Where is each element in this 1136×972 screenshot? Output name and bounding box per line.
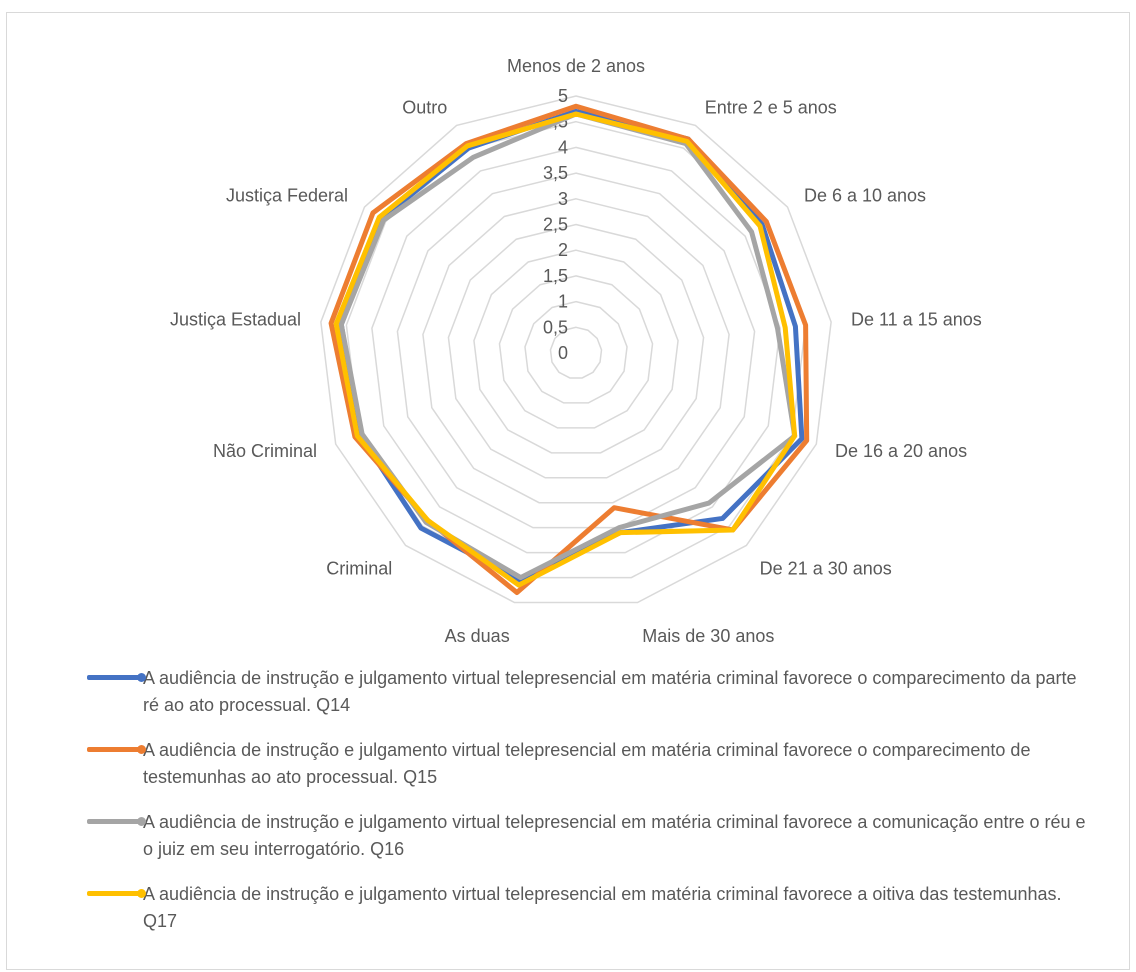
tick-label: 1 — [558, 292, 568, 312]
grid-ring-2 — [524, 300, 628, 404]
grid-ring-8 — [371, 146, 781, 554]
grid-ring-4 — [473, 249, 679, 454]
category-label: Outro — [402, 98, 447, 118]
legend-swatch-q16 — [87, 817, 146, 826]
legend-swatch-q15 — [87, 745, 146, 754]
series-lines — [328, 103, 810, 596]
tick-label: 0 — [558, 343, 568, 363]
tick-label: 0,5 — [543, 317, 568, 337]
legend-label-q14: A audiência de instrução e julgamento vi… — [143, 668, 1077, 715]
category-label: Justiça Estadual — [170, 310, 301, 330]
grid-ring-3 — [498, 275, 654, 429]
grid-ring-6 — [422, 198, 730, 504]
category-label: De 21 a 30 anos — [760, 558, 892, 578]
category-label: Não Criminal — [213, 441, 317, 461]
category-label: Criminal — [326, 558, 392, 578]
category-label: Menos de 2 anos — [507, 56, 645, 76]
legend-swatch-q17 — [87, 889, 146, 898]
category-label: De 11 a 15 anos — [851, 310, 982, 330]
tick-label: 2,5 — [543, 215, 568, 235]
tick-label: 4 — [558, 137, 568, 157]
category-label: De 6 a 10 anos — [804, 186, 926, 206]
category-label: Justiça Federal — [226, 186, 348, 206]
category-label: Entre 2 e 5 anos — [705, 98, 837, 118]
series-line-1 — [338, 108, 805, 583]
legend-label-q16: A audiência de instrução e julgamento vi… — [143, 812, 1086, 859]
category-label: De 16 a 20 anos — [835, 441, 967, 461]
series-line-2 — [328, 103, 810, 596]
grid-ring-10 — [320, 95, 832, 604]
legend-item-q16: A audiência de instrução e julgamento vi… — [87, 809, 1087, 863]
grid-ring-7 — [396, 172, 756, 529]
series-line-4 — [333, 111, 798, 588]
legend-item-q17: A audiência de instrução e julgamento vi… — [87, 881, 1087, 935]
tick-label: 1,5 — [543, 266, 568, 286]
legend-label-q15: A audiência de instrução e julgamento vi… — [143, 740, 1031, 787]
legend-item-q14: A audiência de instrução e julgamento vi… — [87, 665, 1087, 719]
grid-ring-1 — [549, 326, 603, 379]
category-labels: Menos de 2 anos Entre 2 e 5 anos De 6 a 10… — [170, 56, 982, 646]
grid-ring-5 — [447, 223, 705, 479]
tick-label: 2 — [558, 240, 568, 260]
category-label: As duas — [445, 626, 510, 646]
radar-grid — [320, 95, 832, 604]
chart-frame: 0 0,5 1 1,5 2 2,5 3 3,5 4 4,5 5 Menos de 2 anos Ent… — [6, 12, 1130, 970]
legend-label-q17: A audiência de instrução e julgamento vi… — [143, 884, 1062, 931]
tick-label: 5 — [558, 86, 568, 106]
legend-swatch-q14 — [87, 673, 146, 682]
radar-chart: 00,511,522,533,544,55 Menos de 2 anosEnt… — [170, 56, 982, 646]
category-label: Mais de 30 anos — [642, 626, 774, 646]
series-line-3 — [338, 111, 798, 581]
tick-label: 3 — [558, 189, 568, 209]
legend-item-q15: A audiência de instrução e julgamento vi… — [87, 737, 1087, 791]
legend: A audiência de instrução e julgamento vi… — [87, 665, 1087, 953]
tick-label: 3,5 — [543, 163, 568, 183]
